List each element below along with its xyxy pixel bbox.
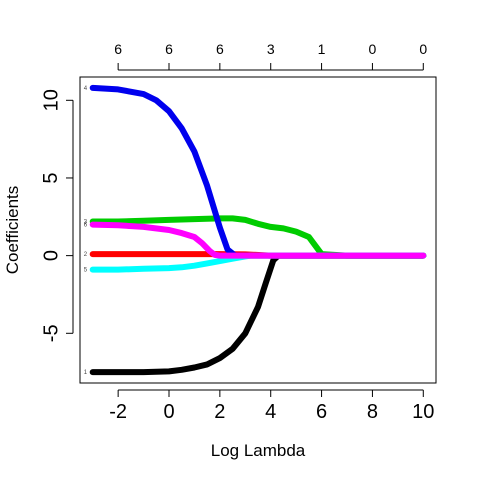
x-axis: -2 0 2 4 6 8 10 <box>109 389 434 423</box>
series-tag-4: 4 <box>84 86 88 92</box>
y-tick-label: 10 <box>40 89 62 111</box>
x-tick-label: 0 <box>163 401 174 423</box>
series-layer <box>89 84 427 376</box>
x-tick-label: 2 <box>214 401 225 423</box>
series-tag-2: 2 <box>84 252 88 258</box>
series-tag-5: 5 <box>84 268 88 274</box>
x-tick-label: 6 <box>316 401 327 423</box>
top-tick-label: 0 <box>369 41 377 57</box>
x-axis-title: Log Lambda <box>211 441 306 460</box>
top-axis: 6 6 6 3 1 0 0 <box>114 41 427 71</box>
series-line-6 <box>89 221 427 259</box>
top-tick-label: 6 <box>216 41 224 57</box>
series-tag-3: 3 <box>84 220 88 226</box>
y-tick-label: 0 <box>40 250 62 261</box>
y-axis-title: Coefficients <box>3 186 22 275</box>
plot-frame <box>79 76 437 384</box>
top-tick-label: 6 <box>165 41 173 57</box>
series-line-1 <box>89 252 427 376</box>
top-tick-label: 1 <box>318 41 326 57</box>
x-tick-label: 10 <box>412 401 434 423</box>
x-tick-label: 4 <box>265 401 276 423</box>
top-tick-label: 3 <box>267 41 275 57</box>
series-line-4 <box>89 84 427 259</box>
series-tag-6: 6 <box>84 223 88 229</box>
top-tick-label: 0 <box>419 41 427 57</box>
y-tick-label: -5 <box>40 324 62 342</box>
x-tick-label: -2 <box>109 401 127 423</box>
series-tag-1: 1 <box>84 370 88 376</box>
y-axis: -5 0 5 10 <box>40 89 74 342</box>
series-tag-layer: 1 2 3 4 5 6 <box>84 86 88 376</box>
y-tick-label: 5 <box>40 172 62 183</box>
x-tick-label: 8 <box>367 401 378 423</box>
top-tick-label: 6 <box>114 41 122 57</box>
